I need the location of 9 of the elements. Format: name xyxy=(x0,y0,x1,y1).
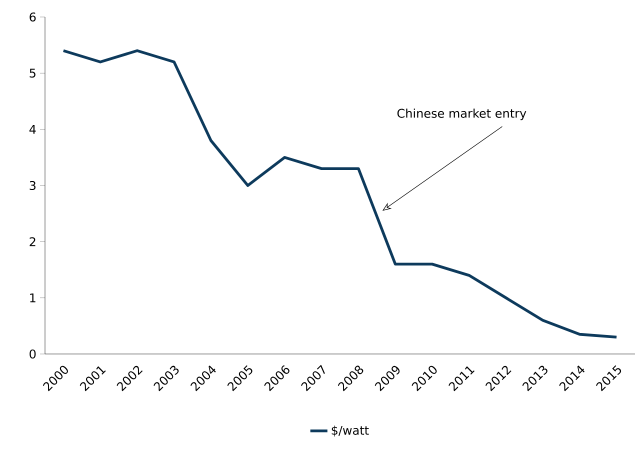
y-tick-label: 5 xyxy=(30,68,36,78)
y-tick-label: 6 xyxy=(30,12,36,22)
y-tick-label: 3 xyxy=(30,180,36,190)
y-tick-label: 2 xyxy=(30,237,36,246)
annotation: Chinese market entry xyxy=(397,108,526,120)
y-tick-label: 1 xyxy=(30,293,36,302)
y-tick-label: 0 xyxy=(30,349,36,359)
legend-label: $/watt xyxy=(332,426,369,436)
y-tick-label: 4 xyxy=(29,124,36,134)
